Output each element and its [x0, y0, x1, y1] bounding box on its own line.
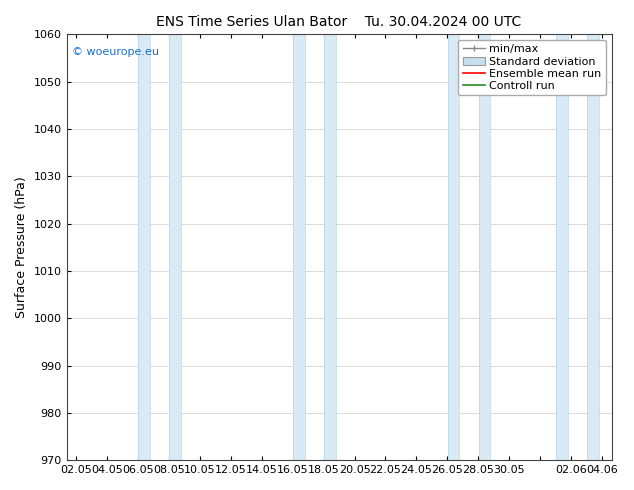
Text: © woeurope.eu: © woeurope.eu: [72, 47, 159, 57]
Bar: [479, 34, 491, 460]
Bar: [138, 34, 150, 460]
Bar: [324, 34, 335, 460]
Bar: [587, 34, 598, 460]
Title: ENS Time Series Ulan Bator    Tu. 30.04.2024 00 UTC: ENS Time Series Ulan Bator Tu. 30.04.202…: [157, 15, 522, 29]
Bar: [169, 34, 181, 460]
Y-axis label: Surface Pressure (hPa): Surface Pressure (hPa): [15, 176, 28, 318]
Bar: [293, 34, 305, 460]
Legend: min/max, Standard deviation, Ensemble mean run, Controll run: min/max, Standard deviation, Ensemble me…: [458, 40, 606, 96]
Bar: [556, 34, 568, 460]
Bar: [448, 34, 460, 460]
